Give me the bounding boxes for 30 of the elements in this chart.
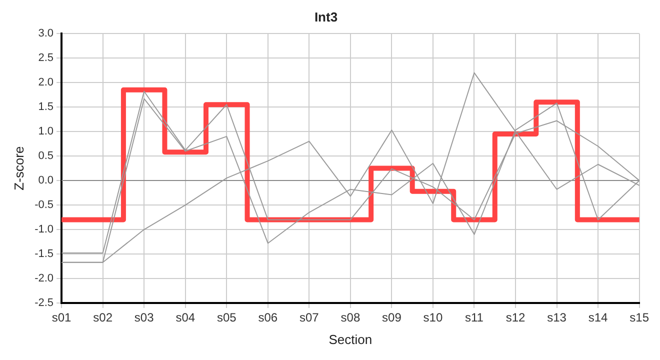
y-tick-label: -0.5 [34,199,54,212]
x-tick-label: s10 [423,310,443,325]
x-tick-label: s06 [258,310,278,325]
x-axis-title: Section [328,332,372,347]
x-tick-label: s12 [506,310,526,325]
x-tick-label: s15 [630,310,650,325]
y-tick-label: 2.0 [38,76,54,89]
x-tick-label: s05 [216,310,237,325]
x-tick-label: s11 [465,310,484,325]
y-tick-label: 1.0 [38,126,54,138]
x-tick-label: s01 [52,310,72,325]
y-tick-label: -2.5 [34,297,54,310]
x-tick-label: s13 [547,310,567,325]
y-axis-title: Z-score [11,146,26,190]
y-tick-label: 0.0 [38,174,54,187]
x-tick-label: s14 [588,310,608,325]
y-tick-label: -1.5 [34,248,54,260]
y-tick-label: 2.5 [38,52,54,64]
x-tick-label: s02 [93,310,113,325]
y-tick-label: -2.0 [34,272,54,285]
x-tick-label: s03 [134,310,154,325]
y-tick-label: 0.5 [38,150,54,162]
x-tick-label: s04 [176,310,196,325]
y-tick-label: -1.0 [34,224,54,236]
y-tick-label: 3.0 [38,28,54,40]
x-tick-label: s08 [340,310,360,325]
chart-title: Int3 [314,9,338,24]
x-tick-label: s09 [382,310,402,325]
x-tick-label: s07 [299,310,320,325]
y-tick-label: 1.5 [38,101,54,114]
